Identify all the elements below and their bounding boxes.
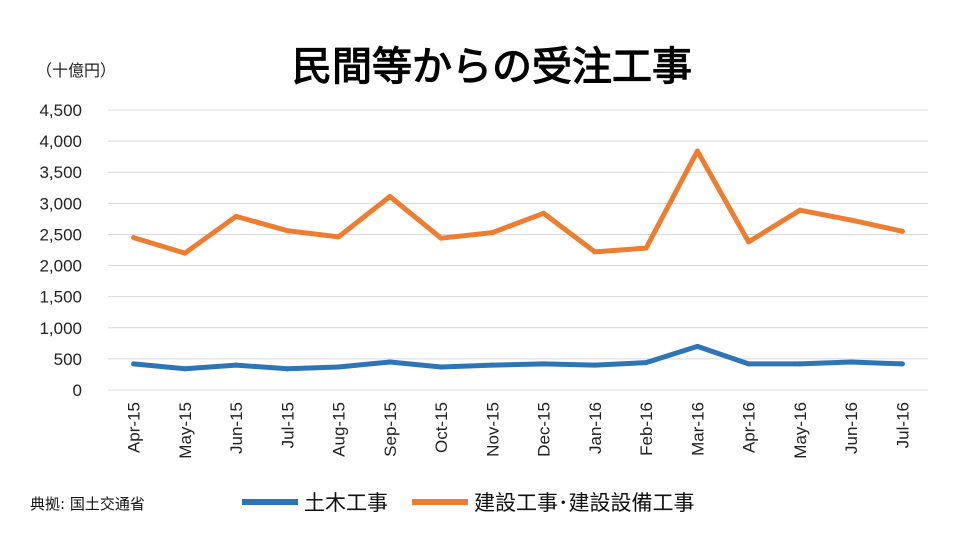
x-tick-label: Jul-16 [893, 402, 912, 448]
x-tick-label: Dec-15 [535, 402, 554, 457]
data-point [438, 364, 444, 370]
data-point [438, 235, 444, 241]
x-tick-label: Apr-16 [740, 402, 759, 453]
data-point [387, 359, 393, 365]
data-point [643, 245, 649, 251]
data-point [489, 230, 495, 236]
series-lines [131, 148, 905, 372]
x-tick-label: Nov-15 [483, 402, 502, 457]
y-tick-label: 4,500 [39, 101, 82, 120]
x-tick-label: Oct-15 [432, 402, 451, 453]
data-point [541, 210, 547, 216]
y-tick-label: 1,000 [39, 319, 82, 338]
data-point [746, 361, 752, 367]
data-point [336, 234, 342, 240]
x-tick-label: Jul-15 [278, 402, 297, 448]
data-point [387, 193, 393, 199]
data-point [489, 362, 495, 368]
y-tick-label: 3,500 [39, 163, 82, 182]
x-tick-label: May-15 [176, 402, 195, 459]
data-point [797, 361, 803, 367]
legend-label-doboku: 土木工事 [304, 491, 388, 515]
data-point [336, 364, 342, 370]
y-tick-label: 2,500 [39, 225, 82, 244]
legend-label-kensetsu: 建設工事･建設設備工事 [474, 491, 695, 515]
x-tick-label: Feb-16 [637, 402, 656, 456]
y-tick-label: 3,000 [39, 194, 82, 213]
data-point [541, 361, 547, 367]
x-tick-label: Sep-15 [381, 402, 400, 457]
x-tick-label: Mar-16 [688, 402, 707, 456]
data-point [233, 362, 239, 368]
data-point [131, 235, 137, 241]
data-point [694, 343, 700, 349]
x-tick-label: Aug-15 [330, 402, 349, 457]
series-line-kensetsu [131, 148, 905, 256]
data-point [182, 250, 188, 256]
data-point [848, 217, 854, 223]
data-point [899, 228, 905, 234]
source-note: 典拠: 国土交通省 [30, 495, 145, 513]
data-point [592, 362, 598, 368]
data-point [131, 361, 137, 367]
x-tick-label: Apr-15 [125, 402, 144, 453]
data-point [284, 366, 290, 372]
data-point [899, 361, 905, 367]
y-tick-label: 1,500 [39, 288, 82, 307]
data-point [233, 213, 239, 219]
y-axis-unit-label: （十億円） [36, 61, 116, 80]
gridlines [108, 109, 928, 391]
series-line-doboku [131, 343, 905, 372]
x-tick-label: May-16 [791, 402, 810, 459]
y-tick-label: 2,000 [39, 257, 82, 276]
chart-title: 民間等からの受注工事 [292, 44, 692, 90]
data-point [694, 148, 700, 154]
data-point [284, 228, 290, 234]
data-point [182, 366, 188, 372]
y-tick-label: 4,000 [39, 132, 82, 151]
x-axis-ticks: Apr-15 May-15 Jun-15 Jul-15 Aug-15 Sep-15 Oct-… [125, 402, 913, 459]
x-tick-label: Jun-15 [227, 402, 246, 454]
data-point [848, 359, 854, 365]
x-tick-label: Jan-16 [586, 402, 605, 454]
data-point [797, 207, 803, 213]
legend: 土木工事 建設工事･建設設備工事 [242, 491, 695, 515]
data-point [746, 239, 752, 245]
y-tick-label: 0 [73, 381, 82, 400]
y-tick-label: 500 [54, 350, 82, 369]
y-axis-ticks: 0 500 1,000 1,500 2,000 2,500 3,000 3,500 4,000 4… [39, 101, 82, 400]
data-point [592, 249, 598, 255]
data-point [643, 360, 649, 366]
x-tick-label: Jun-16 [842, 402, 861, 454]
